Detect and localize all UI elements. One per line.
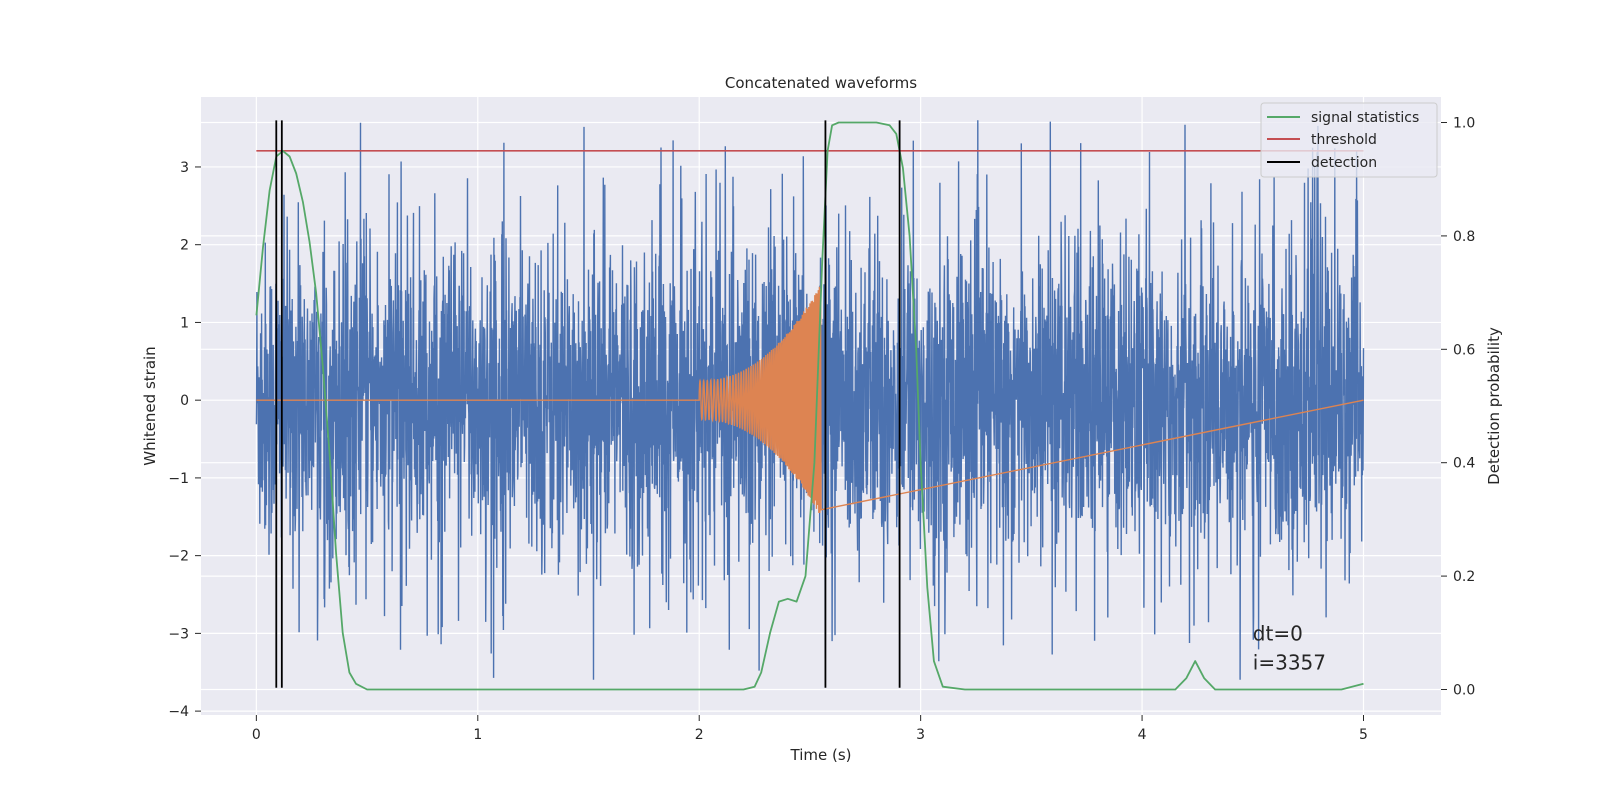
legend-label-detection: detection (1311, 155, 1377, 171)
annotation-index: i=3357 (1253, 650, 1326, 674)
y-left-tick-label: 1 (180, 315, 189, 331)
legend-label-signal-statistics: signal statistics (1311, 110, 1419, 126)
x-axis-label: Time (s) (790, 746, 852, 764)
x-tick-label: 2 (695, 727, 704, 743)
y-right-tick-label: 0.4 (1453, 456, 1475, 472)
legend-box (1260, 102, 1438, 178)
y-left-axis-label: Whitened strain (141, 346, 159, 465)
y-left-tick-label: 3 (180, 160, 189, 176)
y-right-axis-ticks: 0.0 0.2 0.4 0.6 0.8 1.0 (1441, 116, 1475, 698)
x-tick-label: 0 (252, 727, 261, 743)
y-left-tick-label: −3 (168, 626, 189, 642)
y-right-tick-label: 0.2 (1453, 569, 1475, 585)
x-tick-label: 1 (473, 727, 482, 743)
legend: signal statistics threshold detection (1260, 102, 1438, 178)
y-right-tick-label: 0.6 (1453, 342, 1475, 358)
y-left-tick-label: 0 (180, 393, 189, 409)
y-right-axis-label: Detection probability (1485, 327, 1503, 485)
y-left-tick-label: −4 (168, 704, 189, 720)
y-left-tick-label: 2 (180, 238, 189, 254)
y-right-tick-label: 0.0 (1453, 682, 1475, 698)
series-layer (255, 120, 1365, 691)
x-axis-ticks: 0 1 2 3 4 5 (252, 715, 1368, 743)
y-right-tick-label: 0.8 (1453, 229, 1475, 245)
x-tick-label: 5 (1359, 727, 1368, 743)
annotation-dt: dt=0 (1253, 621, 1303, 645)
y-left-tick-label: −1 (168, 471, 189, 487)
y-right-tick-label: 1.0 (1453, 116, 1475, 132)
signal-statistics-line (255, 121, 1364, 691)
chart-title: Concatenated waveforms (725, 74, 917, 92)
injected-waveform-line (256, 286, 1364, 514)
x-tick-label: 4 (1138, 727, 1147, 743)
legend-label-threshold: threshold (1311, 132, 1377, 148)
y-left-tick-label: −2 (168, 549, 189, 565)
x-tick-label: 3 (916, 727, 925, 743)
y-left-axis-ticks: −4 −3 −2 −1 0 1 2 3 (168, 160, 201, 720)
